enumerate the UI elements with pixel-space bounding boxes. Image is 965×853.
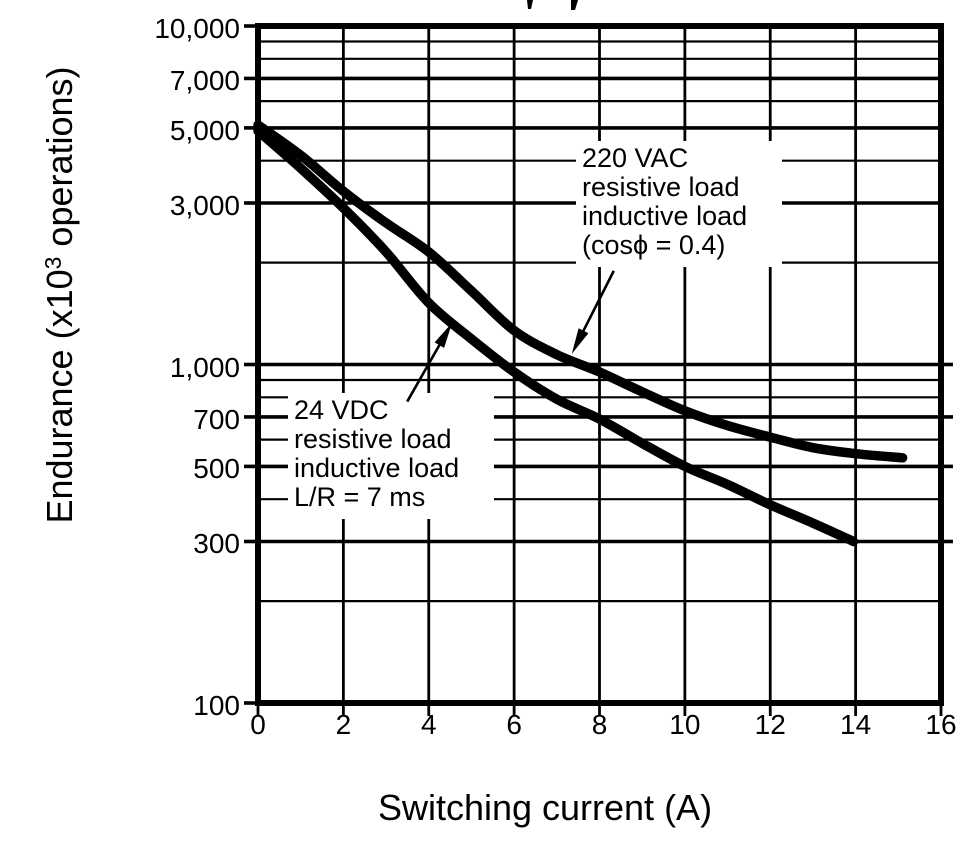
y-tick-label: 7,000	[169, 65, 240, 97]
annotation-line: 24 VDC	[294, 395, 389, 425]
x-tick-label: 14	[840, 709, 872, 740]
x-tick-label: 4	[420, 709, 437, 740]
x-tick-label: 2	[335, 709, 352, 740]
x-tick-label: 10	[669, 709, 701, 740]
x-tick-label: 8	[591, 709, 608, 740]
y-tick-label: 500	[193, 453, 240, 485]
y-axis-title-superscript: 3	[40, 256, 66, 270]
y-tick-label: 300	[193, 528, 240, 560]
y-tick-label: 1,000	[169, 351, 240, 383]
annotation-220vac-label: 220 VAC resistive load inductive load (cosϕ…	[576, 141, 782, 267]
y-tick-label: 700	[193, 403, 240, 435]
x-tick-label: 0	[250, 709, 266, 740]
annotation-line: inductive load	[294, 453, 460, 483]
annotation-line: L/R = 7 ms	[294, 482, 426, 512]
y-axis-title: Endurance (x103 operations)	[39, 15, 81, 575]
annotation-line: resistive load	[582, 172, 740, 202]
y-tick-label: 100	[193, 690, 240, 721]
y-axis-title-suffix: operations)	[39, 66, 80, 257]
annotation-24vdc-label: 24 VDC resistive load inductive load L/R = …	[288, 393, 494, 519]
x-tick-label: 16	[925, 709, 957, 740]
y-tick-label: 5,000	[169, 114, 240, 146]
y-tick-label: 3,000	[169, 189, 240, 221]
annotation-line: 220 VAC	[582, 143, 689, 173]
x-axis-title: Switching current (A)	[377, 787, 713, 828]
x-tick-label: 12	[754, 709, 786, 740]
x-tick-label: 6	[506, 709, 522, 740]
annotation-line: (cosϕ = 0.4)	[582, 230, 726, 260]
y-tick-label: 10,000	[154, 13, 240, 44]
annotation-line: resistive load	[294, 424, 452, 454]
y-axis-title-prefix: Endurance (x10	[39, 269, 80, 524]
annotation-line: inductive load	[582, 201, 748, 231]
